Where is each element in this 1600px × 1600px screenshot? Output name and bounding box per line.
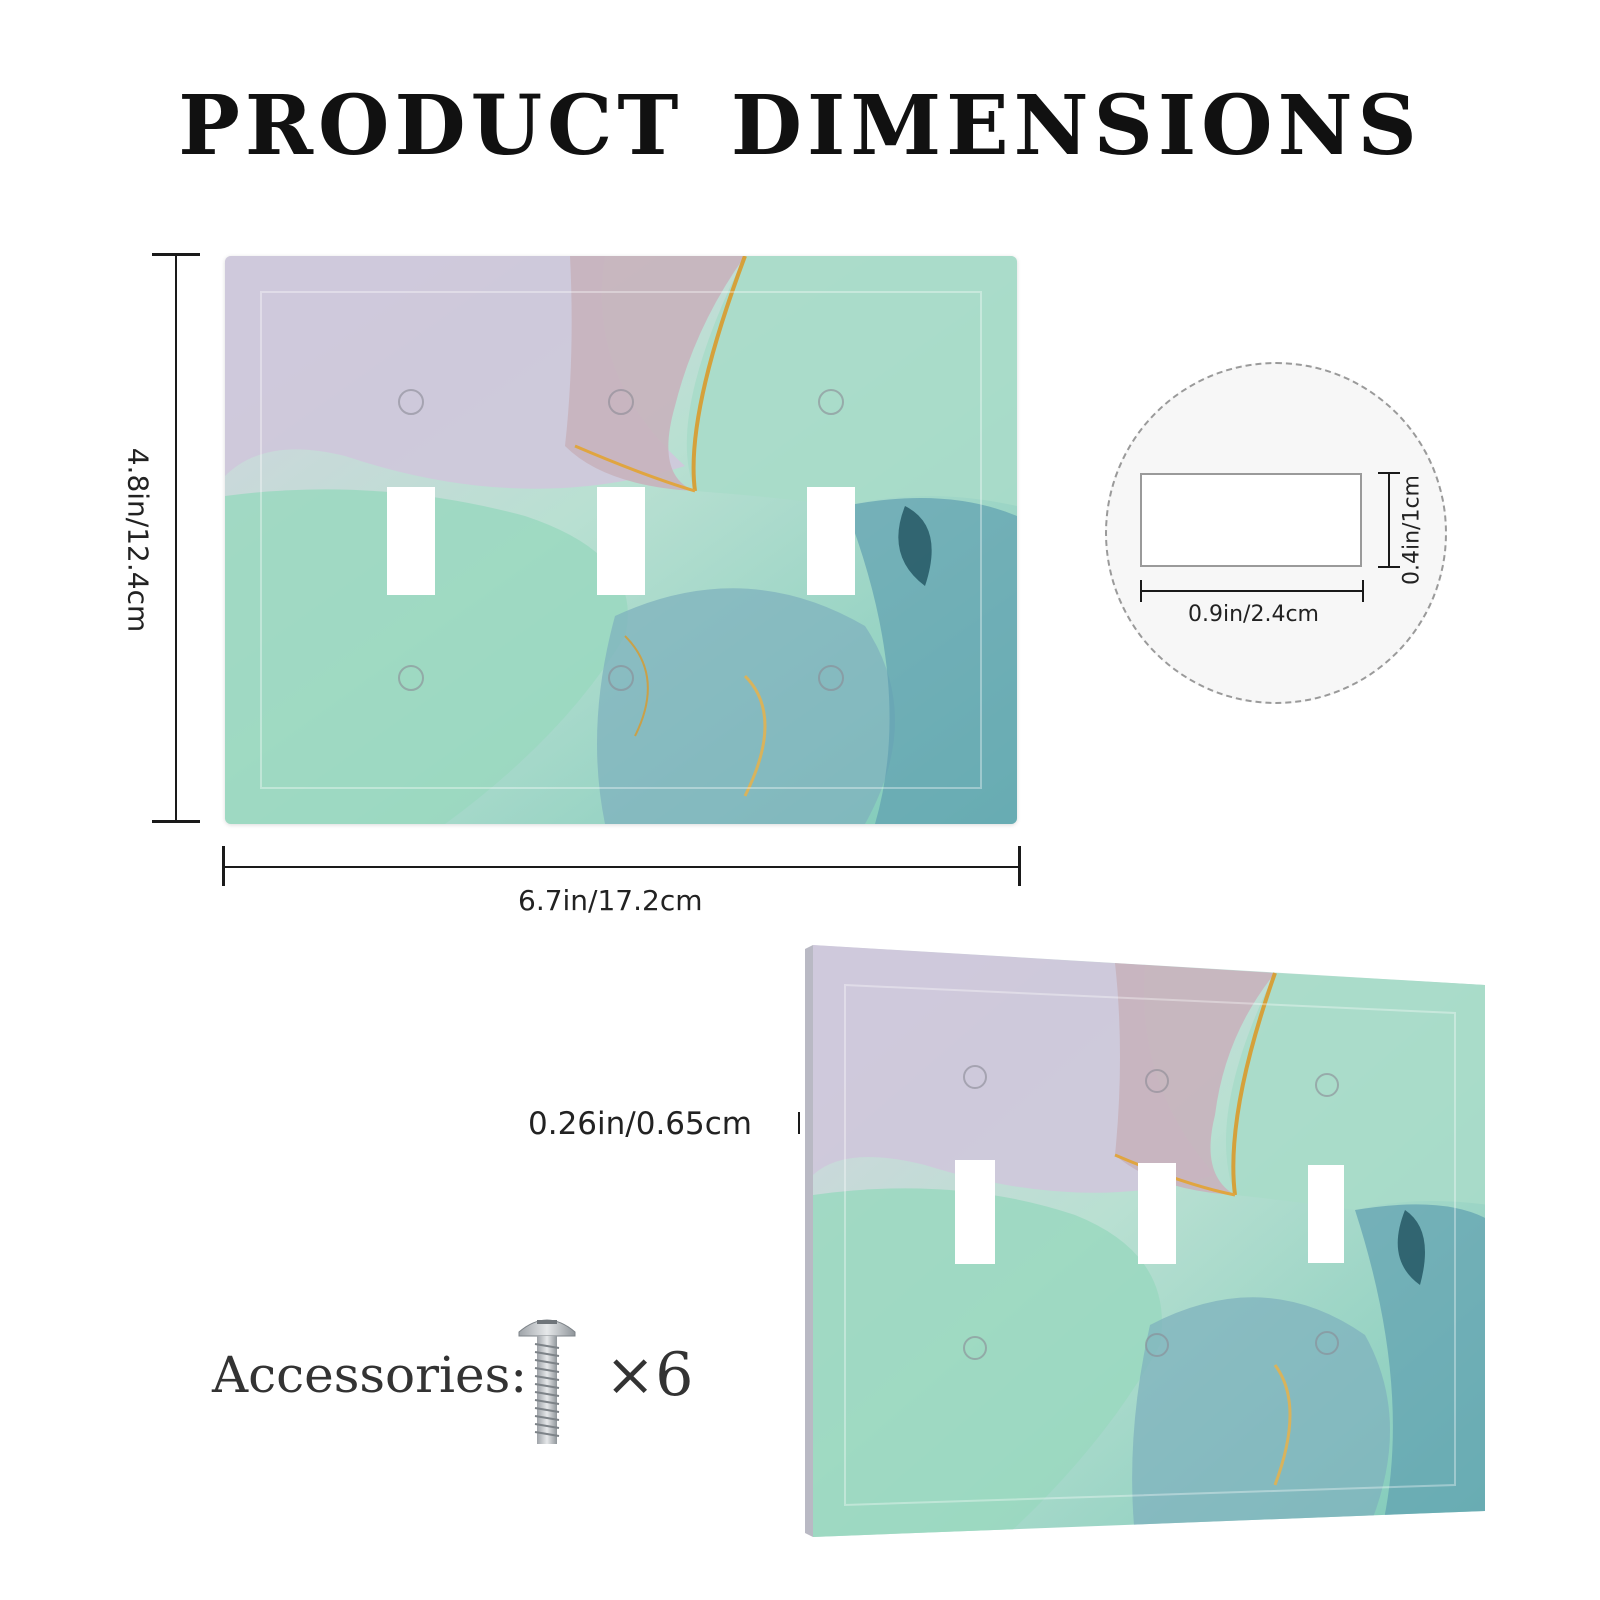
hole-width-cap-right bbox=[1362, 580, 1364, 602]
width-dimension-line bbox=[222, 866, 1020, 868]
height-dimension-line bbox=[175, 254, 177, 822]
hole-height-cap-bottom bbox=[1378, 566, 1400, 568]
thickness-label: 0.26in/0.65cm bbox=[528, 1106, 752, 1142]
width-label: 6.7in/17.2cm bbox=[518, 884, 703, 917]
screw-icon bbox=[515, 1310, 579, 1450]
hole-width-cap-left bbox=[1140, 580, 1142, 602]
thickness-marker bbox=[798, 1112, 800, 1134]
page-title: PRODUCT DIMENSIONS bbox=[178, 78, 1422, 174]
accessories-label: Accessories: bbox=[212, 1346, 528, 1404]
angled-plate-image bbox=[805, 945, 1489, 1537]
width-dimension-cap-right bbox=[1018, 846, 1021, 886]
hole-width-line bbox=[1141, 590, 1363, 592]
hole-rect bbox=[1140, 473, 1362, 567]
height-dimension-cap-bottom bbox=[152, 820, 200, 823]
hole-height-line bbox=[1388, 473, 1390, 567]
hole-height-label: 0.4in/1cm bbox=[1399, 475, 1425, 585]
hole-height-cap-top bbox=[1378, 472, 1400, 474]
front-plate-image bbox=[225, 256, 1017, 824]
width-dimension-cap-left bbox=[222, 846, 225, 886]
height-dimension-cap-top bbox=[152, 253, 200, 256]
accessories-quantity: ×6 bbox=[605, 1340, 694, 1410]
height-label: 4.8in/12.4cm bbox=[121, 447, 155, 633]
hole-width-label: 0.9in/2.4cm bbox=[1188, 602, 1319, 627]
